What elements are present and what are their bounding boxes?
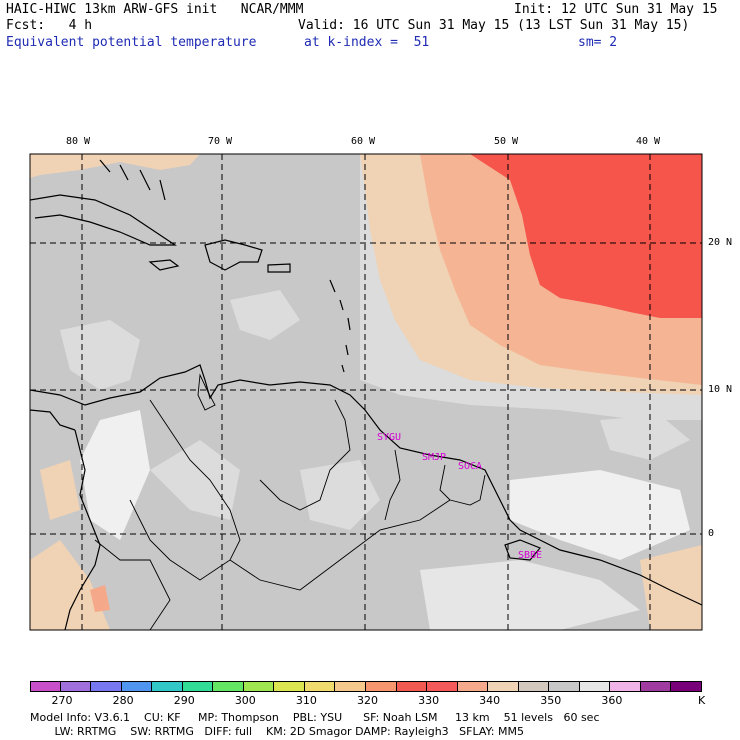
field-patch (510, 470, 690, 560)
forecast-hour: Fcst: 4 h (6, 18, 93, 33)
valid-time: Valid: 16 UTC Sun 31 May 15 (13 LST Sun … (298, 18, 690, 33)
colorbar-segment (91, 681, 122, 692)
colorbar-label: 270 (51, 694, 73, 707)
colorbar-segment (640, 681, 672, 692)
field-patch (640, 545, 702, 630)
colorbar-segment (671, 681, 702, 692)
colorbar-label: 330 (418, 694, 440, 707)
colorbar: 270 280 290 300 310 320 330 340 350 360 (30, 681, 702, 707)
colorbar-segment (274, 681, 305, 692)
station-label: SYGU (377, 432, 402, 443)
colorbar-label: 310 (295, 694, 317, 707)
field-region-peach-sw (30, 540, 110, 630)
field-region-red (470, 154, 702, 318)
colorbar-segment (518, 681, 550, 692)
station-label: SOCA (458, 461, 483, 472)
station-label: SMJP (422, 452, 447, 463)
colorbar-label: 340 (479, 694, 501, 707)
field-patch (420, 560, 640, 630)
lon-label: 70 W (208, 136, 233, 147)
lon-label: 60 W (351, 136, 376, 147)
colorbar-segment (396, 681, 428, 692)
colorbar-segment (366, 681, 397, 692)
field-name: Equivalent potential temperature (6, 35, 257, 50)
country-borders (94, 373, 486, 630)
level-info: at k-index = 51 (304, 35, 430, 50)
colorbar-segment (213, 681, 244, 692)
field-region-peach-nw (30, 154, 200, 178)
colorbar-segment (549, 681, 580, 692)
colorbar-label: 280 (112, 694, 134, 707)
colorbar-segment (457, 681, 489, 692)
colorbar-label: 350 (540, 694, 562, 707)
lat-label: 10 N (708, 384, 733, 395)
lon-label: 50 W (494, 136, 519, 147)
colorbar-segment (579, 681, 611, 692)
colorbar-segment (152, 681, 183, 692)
colorbar-label: 360 (601, 694, 623, 707)
lon-label: 40 W (636, 136, 661, 147)
field-patch (600, 415, 690, 460)
field-patch (40, 460, 80, 520)
colorbar-label: 290 (173, 694, 195, 707)
colorbar-segment (30, 681, 61, 692)
smoothing-info: sm= 2 (578, 35, 618, 50)
field-patch (150, 440, 240, 520)
init-time: Init: 12 UTC Sun 31 May 15 (514, 2, 718, 17)
field-patch (300, 460, 380, 530)
model-title: HAIC-HIWC 13km ARW-GFS init NCAR/MMM (6, 2, 304, 17)
colorbar-segment (335, 681, 366, 692)
map-frame (29, 153, 703, 631)
lat-lon-grid (30, 154, 702, 630)
colorbar-label: 320 (357, 694, 378, 707)
field-patch (80, 410, 150, 540)
lon-label: 80 W (66, 136, 91, 147)
colorbar-segment (182, 681, 214, 692)
colorbar-segment (60, 681, 92, 692)
model-info-line1: Model Info: V3.6.1 CU: KF MP: Thompson P… (30, 711, 600, 724)
colorbar-segment (427, 681, 458, 692)
colorbar-segment (243, 681, 275, 692)
colorbar-segment (304, 681, 336, 692)
lat-label: 0 (708, 528, 715, 539)
field-patch (90, 585, 110, 612)
station-label: SBBE (518, 550, 543, 561)
colorbar-segment (121, 681, 153, 692)
colorbar-unit: K (698, 694, 706, 707)
lat-label: 20 N (708, 237, 733, 248)
colorbar-segment (610, 681, 641, 692)
model-info-line2: LW: RRTMG SW: RRTMG DIFF: full KM: 2D Sm… (30, 725, 524, 738)
field-patch (60, 320, 140, 390)
colorbar-label: 300 (234, 694, 256, 707)
field-patch (230, 290, 300, 340)
colorbar-segment (488, 681, 519, 692)
